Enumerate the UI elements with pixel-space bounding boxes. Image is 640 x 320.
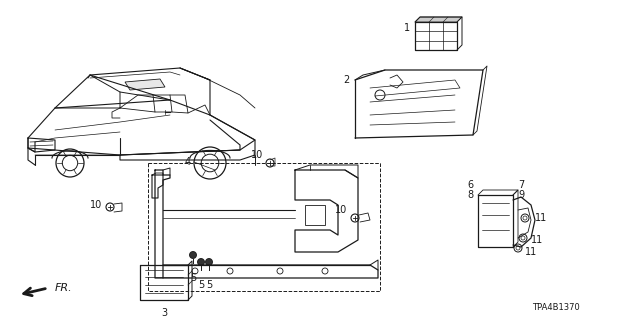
Text: 2: 2 <box>344 75 350 85</box>
Text: 11: 11 <box>525 247 537 257</box>
Text: TPA4B1370: TPA4B1370 <box>532 303 580 313</box>
Text: 5: 5 <box>206 280 212 290</box>
Circle shape <box>189 252 196 259</box>
Text: 6: 6 <box>467 180 473 190</box>
Text: FR.: FR. <box>55 283 72 293</box>
Text: 10: 10 <box>251 150 263 160</box>
Text: 8: 8 <box>467 190 473 200</box>
Text: 3: 3 <box>161 308 167 318</box>
Text: 9: 9 <box>518 190 524 200</box>
Polygon shape <box>415 17 462 22</box>
Text: 11: 11 <box>535 213 547 223</box>
Bar <box>148 163 380 291</box>
Circle shape <box>198 259 205 266</box>
Text: 5: 5 <box>198 280 204 290</box>
Circle shape <box>205 259 212 266</box>
Text: 5: 5 <box>190 273 196 283</box>
Text: 10: 10 <box>90 200 102 210</box>
Text: 1: 1 <box>404 23 410 33</box>
Text: 4: 4 <box>185 157 191 167</box>
Text: 11: 11 <box>531 235 543 245</box>
Text: 7: 7 <box>518 180 524 190</box>
Polygon shape <box>125 79 165 90</box>
Text: 10: 10 <box>335 205 347 215</box>
